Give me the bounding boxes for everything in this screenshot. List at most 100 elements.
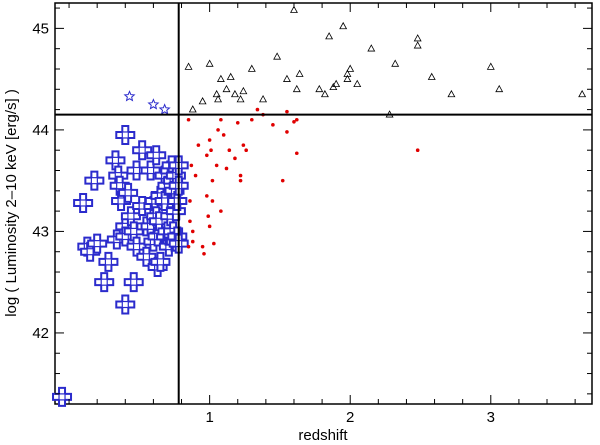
plot-frame (54, 2, 593, 405)
source-marker-triangle (413, 41, 422, 49)
source-marker-dot (210, 178, 215, 183)
source-marker-dot (244, 148, 248, 153)
source-marker-dot (207, 138, 212, 142)
source-marker-cross (167, 190, 188, 211)
source-marker-dot (200, 244, 205, 249)
source-marker-triangle (320, 89, 329, 98)
y-axis-label: log ( Luminosity 2–10 keV [erg/s] ) (3, 89, 20, 317)
source-marker-cross (132, 140, 153, 161)
source-marker-triangle (222, 84, 231, 93)
source-marker-triangle (259, 95, 268, 103)
source-marker-dot (285, 130, 289, 134)
source-marker-triangle (315, 84, 324, 93)
source-marker-triangle (339, 21, 348, 30)
source-marker-cross (111, 190, 132, 211)
source-marker-triangle (236, 95, 245, 103)
source-marker-star (147, 98, 160, 110)
source-marker-cross (73, 192, 94, 213)
source-marker-cross (126, 160, 147, 181)
source-marker-triangle (239, 86, 248, 95)
source-marker-dot (190, 229, 195, 234)
source-marker-triangle (230, 89, 239, 98)
source-marker-dot (271, 123, 275, 127)
source-marker-dot (227, 148, 232, 153)
source-marker-triangle (343, 74, 352, 82)
source-marker-dot (292, 119, 296, 124)
source-marker-triangle (332, 79, 341, 88)
source-marker-dot (415, 148, 420, 153)
source-marker-dot (219, 117, 223, 122)
y-tick-label: 45 (32, 20, 49, 37)
source-marker-cross (123, 272, 144, 293)
source-marker-star (123, 90, 136, 102)
source-marker-dot (224, 166, 229, 171)
source-marker-triangle (226, 72, 235, 80)
source-marker-dot (205, 153, 209, 158)
source-marker-triangle (282, 74, 291, 82)
source-marker-triangle (205, 59, 214, 67)
source-marker-triangle (343, 69, 352, 77)
source-marker-triangle (247, 64, 256, 72)
axis-ticks: 1 2 3 42 43 44 45 (32, 3, 592, 426)
data-markers (52, 5, 587, 407)
source-marker-dot (235, 120, 240, 125)
source-marker-dot (255, 107, 260, 112)
source-marker-dot (193, 173, 198, 178)
source-marker-dot (210, 199, 215, 203)
source-marker-dot (216, 128, 220, 132)
source-marker-star (158, 103, 171, 115)
x-tick-label: 2 (346, 409, 354, 426)
source-marker-dot (188, 199, 192, 203)
source-marker-dot (202, 251, 206, 256)
source-marker-dot (186, 244, 191, 249)
source-marker-triangle (578, 89, 587, 98)
y-tick-label: 44 (32, 122, 49, 139)
source-marker-triangle (216, 74, 225, 82)
source-marker-dot (206, 214, 211, 218)
x-tick-label: 1 (205, 409, 213, 426)
source-marker-triangle (447, 89, 456, 98)
source-marker-cross (115, 124, 136, 145)
source-marker-triangle (346, 64, 355, 72)
source-marker-dot (196, 143, 201, 147)
source-marker-dot (233, 156, 237, 161)
source-marker-triangle (495, 84, 504, 93)
source-marker-triangle (188, 105, 197, 113)
x-axis-label: redshift (298, 427, 348, 444)
source-marker-triangle (295, 69, 304, 77)
source-marker-dot (209, 148, 213, 153)
source-marker-cross (146, 145, 167, 166)
y-tick-label: 43 (32, 223, 49, 240)
x-tick-label: 3 (487, 409, 495, 426)
source-marker-cross (80, 241, 101, 262)
y-tick-label: 42 (32, 325, 49, 342)
source-marker-triangle (214, 95, 223, 103)
source-marker-triangle (367, 44, 376, 52)
source-marker-dot (188, 219, 192, 224)
source-marker-cross (52, 386, 73, 407)
source-marker-cross (98, 251, 119, 272)
source-marker-triangle (184, 62, 193, 70)
source-marker-dot (205, 194, 209, 198)
source-marker-triangle (212, 89, 221, 98)
source-marker-triangle (413, 34, 422, 42)
source-marker-dot (189, 163, 194, 168)
source-marker-dot (190, 239, 195, 244)
source-marker-dot (280, 178, 285, 183)
source-marker-dot (285, 109, 289, 114)
source-marker-dot (294, 117, 299, 122)
source-marker-dot (219, 209, 223, 213)
source-marker-triangle (292, 84, 301, 93)
source-marker-triangle (427, 72, 436, 80)
source-marker-cross (140, 160, 161, 181)
source-marker-dot (238, 173, 243, 178)
source-marker-triangle (198, 97, 207, 105)
reference-lines (55, 3, 592, 404)
source-marker-dot (238, 178, 243, 183)
source-marker-cross (118, 182, 139, 203)
source-marker-triangle (273, 52, 282, 60)
source-marker-cross (115, 294, 136, 315)
source-marker-dot (250, 117, 254, 122)
source-marker-cross (84, 170, 105, 191)
